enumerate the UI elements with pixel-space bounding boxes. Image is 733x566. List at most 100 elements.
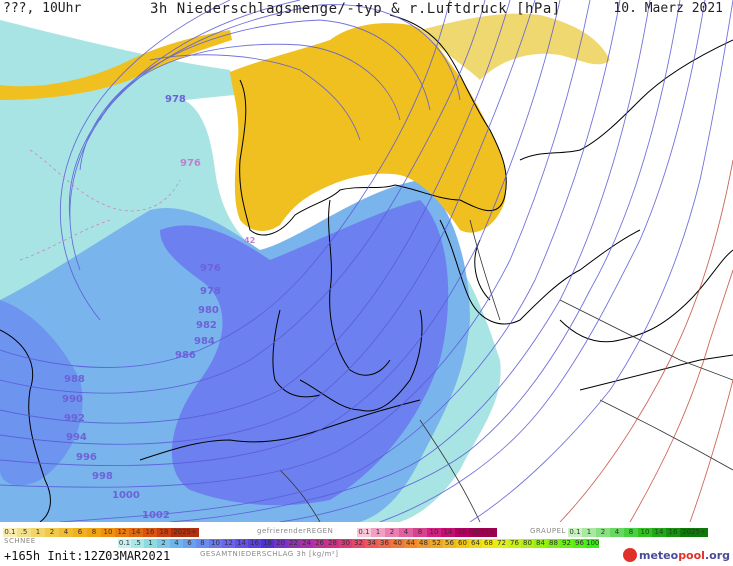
- isobar-label: 1000: [112, 490, 140, 501]
- legend-freezing-label: gefrierenderREGEN: [257, 527, 334, 535]
- legend-cell: 88: [547, 539, 560, 548]
- header-date: 10. Maerz 2021: [613, 1, 723, 16]
- legend-cell: 10: [638, 528, 652, 537]
- page-title: 3h Niederschlagsmenge/-typ & r.Luftdruck…: [150, 1, 561, 17]
- legend-cell: 2025+: [469, 528, 497, 537]
- legend-cell: 4: [610, 528, 624, 537]
- legend-cell: 18: [261, 539, 274, 548]
- legend-cell: 72: [495, 539, 508, 548]
- legend-cell: 12: [115, 528, 129, 537]
- isobar-label: 988: [64, 374, 85, 385]
- legend-cell: 28: [326, 539, 339, 548]
- legend-cell: 80: [521, 539, 534, 548]
- legend-cell: 12: [222, 539, 235, 548]
- legend-cell: 1: [582, 528, 596, 537]
- legend-cell: 52: [430, 539, 443, 548]
- legend-graupel-scale: 0.1 1 2 4 8 10 14 16 2025+: [568, 528, 708, 537]
- snow-area: [230, 23, 507, 233]
- legend-total-label: GESAMTNIEDERSCHLAG 3h [kg/m²]: [200, 550, 339, 558]
- legend-cell: 16: [143, 528, 157, 537]
- snow-light-area: [420, 13, 610, 81]
- legend-cell: 2025+: [171, 528, 199, 537]
- isobar-label: 978: [165, 94, 186, 105]
- snow-north-strip: [0, 30, 232, 100]
- legend-freezing-scale: 0.1 1 2 4 8 10 14 16 2025+: [357, 528, 497, 537]
- legend-cell: 4: [399, 528, 413, 537]
- legend-cell: .5: [17, 528, 31, 537]
- legend-cell: 36: [378, 539, 391, 548]
- legend-cell: 10: [209, 539, 222, 548]
- legend-cell: 2: [385, 528, 399, 537]
- isobar-label: 42: [244, 236, 256, 245]
- borders: [279, 219, 733, 523]
- legend-cell: 2: [157, 539, 170, 548]
- legend-cell: 92: [560, 539, 573, 548]
- legend-cell: 100: [586, 539, 600, 548]
- isobar-label: 990: [62, 394, 83, 405]
- legend: 0.1.5 1 2 4 6 8 10 12 14 16 18 2025+ SCHNEE gefrier…: [0, 522, 733, 566]
- legend-cell: 26: [313, 539, 326, 548]
- isobar-label: 992: [64, 413, 85, 424]
- legend-cell: 14: [441, 528, 455, 537]
- legend-cell: 10: [427, 528, 441, 537]
- legend-cell: 1: [144, 539, 157, 548]
- legend-cell: 32: [352, 539, 365, 548]
- isobar-label: 998: [92, 471, 113, 482]
- legend-cell: 4: [170, 539, 183, 548]
- legend-cell: 0.1: [568, 528, 582, 537]
- legend-cell: 6: [183, 539, 196, 548]
- legend-cell: 2: [45, 528, 59, 537]
- isobar-label: 978: [200, 286, 221, 297]
- legend-cell: 48: [417, 539, 430, 548]
- legend-cell: 4: [59, 528, 73, 537]
- isobar-label: 994: [66, 432, 87, 443]
- legend-cell: 14: [235, 539, 248, 548]
- isobar-label: 996: [76, 452, 97, 463]
- logo[interactable]: meteo pool .org: [622, 548, 730, 562]
- isobar-label: 986: [175, 350, 196, 361]
- isobar-label: 976: [200, 263, 221, 274]
- legend-cell: .5: [131, 539, 144, 548]
- snow-line: [19, 149, 181, 261]
- legend-cell: 76: [508, 539, 521, 548]
- isobar-label: 1002: [142, 510, 170, 521]
- isobar-label: 980: [198, 305, 219, 316]
- legend-cell: 0.1: [118, 539, 131, 548]
- legend-cell: 16: [666, 528, 680, 537]
- run-info: +165h Init:12Z03MAR2021: [4, 549, 171, 563]
- legend-cell: 96: [573, 539, 586, 548]
- logo-icon: [622, 548, 637, 562]
- isobar-label: 984: [194, 336, 215, 347]
- rain-heavy-area: [160, 200, 449, 506]
- legend-cell: 8: [196, 539, 209, 548]
- legend-cell: 60: [456, 539, 469, 548]
- legend-rain-scale: 0.1.5 1 2 4 6 8 10 12 14 16 18 20 22 24 26 28 30 32 34 36 40…: [118, 539, 599, 548]
- legend-cell: 8: [87, 528, 101, 537]
- legend-cell: 6: [73, 528, 87, 537]
- legend-snow-scale: 0.1.5 1 2 4 6 8 10 12 14 16 18 2025+: [3, 528, 199, 537]
- legend-cell: 0.1: [3, 528, 17, 537]
- legend-cell: 1: [371, 528, 385, 537]
- legend-cell: 1: [31, 528, 45, 537]
- legend-cell: 0.1: [357, 528, 371, 537]
- legend-cell: 30: [339, 539, 352, 548]
- logo-text-right: .org: [704, 548, 730, 562]
- legend-cell: 56: [443, 539, 456, 548]
- legend-cell: 10: [101, 528, 115, 537]
- legend-cell: 20: [274, 539, 287, 548]
- legend-cell: 22: [287, 539, 300, 548]
- header-time: ???, 10Uhr: [3, 1, 82, 16]
- legend-cell: 24: [300, 539, 313, 548]
- legend-cell: 16: [455, 528, 469, 537]
- logo-text-mid: pool: [678, 548, 705, 562]
- legend-cell: 16: [248, 539, 261, 548]
- legend-cell: 2: [596, 528, 610, 537]
- isobar-label: 982: [196, 320, 217, 331]
- legend-cell: 18: [157, 528, 171, 537]
- legend-cell: 8: [413, 528, 427, 537]
- legend-cell: 2025+: [680, 528, 708, 537]
- legend-cell: 44: [404, 539, 417, 548]
- rain-heavy-west: [0, 300, 83, 486]
- legend-cell: 14: [129, 528, 143, 537]
